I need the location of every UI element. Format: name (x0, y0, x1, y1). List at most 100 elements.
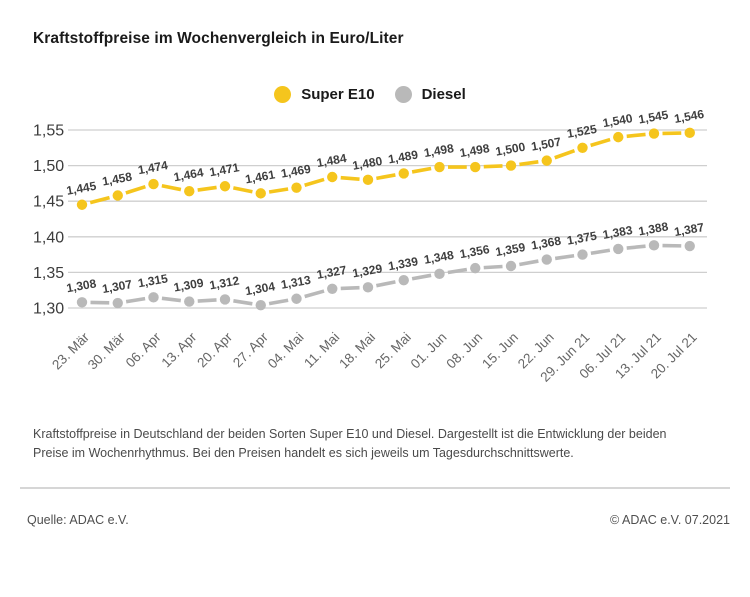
data-point (470, 161, 481, 173)
data-point (362, 282, 374, 293)
data-point-label: 1,315 (137, 271, 169, 290)
series-segment (197, 185, 217, 192)
data-point-label: 1,312 (208, 273, 240, 292)
data-point-label: 1,464 (173, 165, 205, 184)
data-point (219, 181, 231, 192)
data-point-label: 1,313 (280, 273, 312, 292)
legend-super-e10-label: Super E10 (301, 86, 375, 103)
data-point (291, 293, 302, 304)
series-segment (590, 137, 611, 148)
data-point (255, 188, 266, 199)
series-segment (268, 298, 289, 306)
data-point (184, 296, 195, 307)
data-point (577, 142, 588, 153)
y-axis-tick-label: 1,35 (33, 265, 64, 282)
chart-legend: Super E10 Diesel (0, 86, 750, 103)
y-axis-tick-label: 1,50 (33, 158, 64, 175)
series-segment (519, 160, 539, 167)
data-point (505, 160, 517, 171)
data-point (255, 299, 266, 311)
data-point (470, 262, 481, 274)
series-segment (375, 280, 396, 288)
data-point-label: 1,309 (173, 276, 205, 295)
data-point (434, 268, 445, 280)
series-segment (89, 195, 110, 205)
series-segment (447, 267, 468, 275)
data-point-label: 1,489 (387, 147, 419, 166)
data-point-label: 1,545 (637, 108, 669, 127)
data-point-label: 1,525 (566, 122, 598, 141)
data-point-label: 1,540 (602, 111, 634, 130)
data-point (327, 283, 338, 294)
data-point-label: 1,356 (459, 242, 491, 261)
data-point-label: 1,498 (459, 141, 491, 160)
series-segment (197, 298, 217, 303)
data-point (648, 240, 660, 251)
x-axis-tick-label: 20. Apr (194, 329, 235, 370)
data-point (398, 275, 409, 286)
series-segment (554, 253, 575, 261)
x-axis-tick-label: 18. Mai (336, 330, 378, 372)
data-point-label: 1,388 (637, 219, 669, 238)
x-axis-tick-label: 23. Mär (49, 329, 92, 372)
y-axis-tick-label: 1,45 (33, 194, 64, 211)
x-axis-tick-label: 15. Jun (479, 330, 521, 372)
data-point-label: 1,307 (101, 277, 133, 296)
data-point (112, 190, 123, 201)
data-point (148, 178, 159, 190)
series-segment (626, 244, 646, 250)
x-axis-tick-label: 01. Jun (408, 330, 450, 372)
series-segment (232, 186, 253, 194)
data-point (541, 155, 552, 166)
data-point (148, 292, 159, 303)
y-axis-tick-label: 1,40 (33, 229, 64, 246)
data-point-label: 1,304 (244, 279, 276, 298)
data-point (541, 254, 552, 265)
data-point (362, 174, 374, 186)
legend-diesel-dot-icon (394, 86, 412, 103)
data-point-label: 1,387 (673, 220, 705, 239)
data-point-label: 1,546 (673, 107, 705, 126)
data-point-label: 1,474 (137, 158, 169, 177)
x-axis-tick-label: 11. Mai (301, 330, 342, 371)
data-point-label: 1,480 (351, 154, 383, 173)
data-point-label: 1,308 (65, 276, 97, 295)
series-segment (411, 166, 432, 174)
data-point-label: 1,458 (101, 170, 133, 189)
data-point-label: 1,375 (566, 229, 598, 248)
x-axis-tick-label: 06. Apr (123, 329, 164, 370)
series-segment (626, 132, 646, 139)
data-point (327, 171, 338, 183)
data-point (613, 243, 624, 255)
data-point-label: 1,359 (494, 240, 526, 259)
data-point (112, 297, 123, 309)
legend-diesel-label: Diesel (421, 86, 466, 103)
series-segment (268, 187, 289, 194)
x-axis-tick-label: 30. Mär (85, 329, 128, 372)
data-point-label: 1,469 (280, 162, 312, 181)
data-point (291, 182, 302, 193)
page-title: Kraftstoffpreise im Wochenvergleich in E… (33, 30, 404, 47)
data-point (684, 240, 695, 252)
series-segment (161, 296, 182, 303)
series-segment (161, 184, 182, 192)
data-point-label: 1,339 (387, 254, 419, 273)
source-text: Quelle: ADAC e.V. (27, 513, 129, 527)
data-point-label: 1,471 (208, 160, 240, 179)
x-axis-tick-label: 08. Jun (443, 330, 485, 372)
series-segment (590, 248, 611, 256)
series-segment (125, 184, 146, 195)
x-axis-tick-label: 04. Mai (265, 330, 307, 372)
data-point-label: 1,461 (244, 167, 276, 186)
y-axis-tick-label: 1,55 (33, 123, 64, 140)
series-segment (340, 175, 360, 181)
legend-super-e10-dot-icon (274, 86, 292, 103)
series-segment (304, 289, 325, 299)
data-point (76, 297, 88, 308)
data-point (219, 294, 231, 305)
data-point (684, 127, 695, 139)
y-axis-tick-label: 1,30 (33, 301, 64, 318)
data-point (76, 199, 88, 210)
copyright-text: © ADAC e.V. 07.2021 (610, 513, 730, 527)
